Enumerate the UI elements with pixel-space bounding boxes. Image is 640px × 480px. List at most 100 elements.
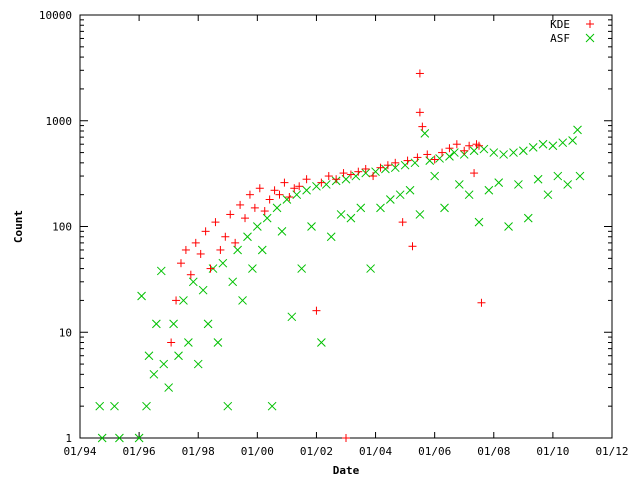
asf-point: [159, 359, 169, 369]
asf-point: [203, 319, 213, 329]
asf-point: [376, 203, 385, 213]
asf-point: [179, 296, 188, 305]
x-tick-label: 01/10: [536, 445, 569, 458]
kde-point: [181, 245, 190, 254]
kde-point: [255, 184, 264, 193]
asf-point: [213, 338, 223, 347]
asf-point: [317, 338, 326, 347]
asf-point: [257, 245, 267, 255]
kde-point: [361, 164, 370, 173]
x-tick-label: 01/12: [595, 445, 628, 458]
asf-point: [479, 144, 489, 154]
asf-point: [188, 277, 198, 287]
kde-point: [221, 232, 230, 241]
kde-point: [423, 150, 432, 159]
kde-point: [465, 141, 474, 150]
kde-point: [354, 167, 363, 176]
asf-point: [533, 174, 543, 184]
kde-point: [383, 161, 392, 170]
asf-point: [218, 258, 228, 268]
asf-point: [440, 203, 449, 213]
kde-point: [176, 259, 185, 268]
kde-point: [413, 153, 422, 162]
asf-point: [346, 213, 356, 223]
kde-point: [415, 69, 424, 78]
kde-point: [415, 108, 424, 117]
asf-point: [312, 181, 321, 191]
kde-point: [236, 200, 245, 209]
asf-point: [228, 277, 238, 287]
kde-point: [408, 242, 417, 251]
x-tick-label: 01/00: [241, 445, 274, 458]
tick-labels: 01/94 01/96 01/98 01/00 01/02 01/04 01/06 01/08…: [39, 9, 629, 458]
kde-point: [206, 264, 215, 273]
asf-point: [518, 146, 528, 156]
kde-point: [280, 178, 289, 187]
kde-point: [445, 144, 454, 153]
asf-point: [198, 285, 208, 295]
asf-point: [528, 143, 538, 152]
kde-point: [312, 306, 321, 315]
kde-point: [196, 249, 205, 258]
asf-point: [243, 232, 252, 242]
kde-point: [475, 141, 483, 150]
asf-point: [575, 171, 585, 181]
kde-point: [339, 169, 348, 178]
series-kde: [167, 69, 486, 442]
kde-point: [324, 172, 333, 181]
kde-point: [418, 122, 427, 131]
x-tick-label: 01/06: [418, 445, 451, 458]
asf-point: [272, 203, 282, 213]
kde-point: [226, 210, 235, 219]
asf-point: [366, 264, 375, 273]
kde-point: [460, 146, 469, 155]
kde-point: [477, 298, 486, 307]
kde-point: [332, 175, 341, 184]
asf-point: [558, 138, 568, 148]
kde-point: [275, 190, 284, 199]
asf-point: [563, 180, 573, 189]
kde-point: [172, 296, 181, 305]
kde-point: [317, 178, 326, 187]
kde-point: [438, 148, 447, 157]
asf-point: [174, 351, 183, 361]
kde-point: [376, 163, 385, 172]
asf-point: [326, 232, 336, 242]
legend-label-asf: ASF: [550, 32, 570, 45]
kde-point: [270, 186, 279, 195]
x-tick-label: 01/02: [300, 445, 333, 458]
kde-point: [285, 193, 294, 202]
x-tick-label: 01/98: [182, 445, 215, 458]
asf-point: [454, 180, 464, 189]
x-tick-label: 01/04: [359, 445, 392, 458]
x-tick-label: 01/96: [123, 445, 156, 458]
y-tick-label: 1000: [46, 115, 73, 128]
asf-point: [548, 141, 558, 151]
asf-point: [267, 401, 277, 411]
asf-point: [144, 351, 154, 361]
asf-point: [156, 266, 166, 276]
kde-point: [167, 338, 176, 347]
kde-point: [430, 155, 439, 164]
y-tick-label: 1: [65, 432, 72, 445]
asf-point: [321, 180, 331, 189]
asf-point: [484, 185, 494, 195]
asf-point: [504, 222, 513, 231]
kde-point: [216, 245, 225, 254]
asf-point: [277, 226, 287, 236]
asf-point: [262, 213, 272, 223]
kde-point: [470, 169, 479, 178]
asf-point: [149, 369, 159, 379]
asf-point: [494, 178, 504, 187]
kde-point: [231, 238, 240, 247]
kde-point: [211, 218, 220, 227]
legend-marker-asf: [585, 33, 595, 43]
asf-point: [395, 190, 405, 200]
asf-point: [252, 222, 262, 231]
kde-point: [245, 190, 254, 199]
legend: KDE ASF: [550, 18, 595, 45]
kde-point: [302, 175, 311, 184]
asf-point: [499, 150, 508, 159]
asf-point: [193, 359, 203, 369]
asf-point: [390, 163, 400, 173]
